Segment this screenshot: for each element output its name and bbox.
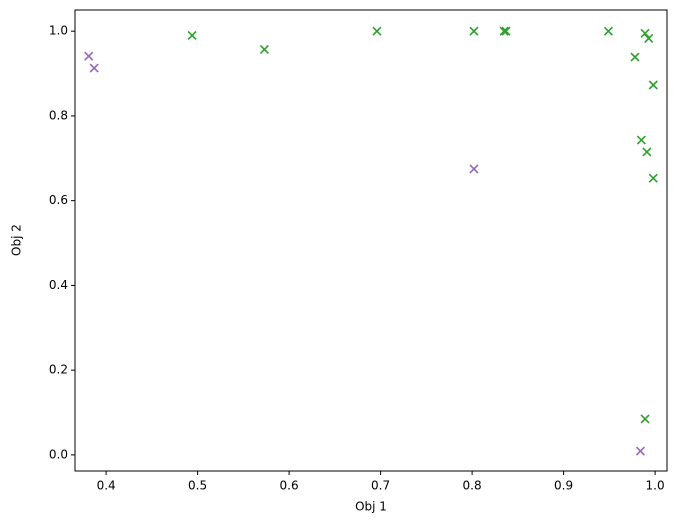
scatter-point [644,33,654,43]
y-tick-label: 0.8 [49,108,68,122]
y-tick-label: 0.4 [49,278,68,292]
scatter-point [501,26,511,36]
scatter-point [372,26,382,36]
x-tick-label: 0.5 [188,479,207,493]
x-tick-label: 0.9 [554,479,573,493]
plot-frame [74,9,668,472]
x-tick-label: 0.4 [97,479,116,493]
scatter-point [648,173,658,183]
scatter-point [469,164,479,174]
y-tick-label: 1.0 [49,24,68,38]
scatter-point [259,44,269,54]
scatter-point [648,80,658,90]
scatter-point [187,30,197,40]
scatter-point [636,135,646,145]
scatter-point [84,51,94,61]
y-tick-label: 0.2 [49,363,68,377]
y-tick-label: 0.6 [49,193,68,207]
y-axis-label: Obj 2 [10,224,24,256]
scatter-point [635,446,646,456]
scatter-point [642,147,652,157]
scatter-point [499,26,509,36]
y-tick-label: 0.0 [49,447,68,461]
x-tick-label: 0.7 [371,479,390,493]
x-axis-label: Obj 1 [355,500,387,514]
scatter-point [469,26,479,36]
scatter-point [630,52,640,62]
scatter-point [603,26,614,36]
x-tick-label: 0.6 [280,479,299,493]
x-tick-label: 0.8 [463,479,482,493]
scatter-point [640,28,650,38]
scatter-point [89,63,99,73]
scatter-point [640,414,650,424]
x-tick-label: 1.0 [646,479,665,493]
